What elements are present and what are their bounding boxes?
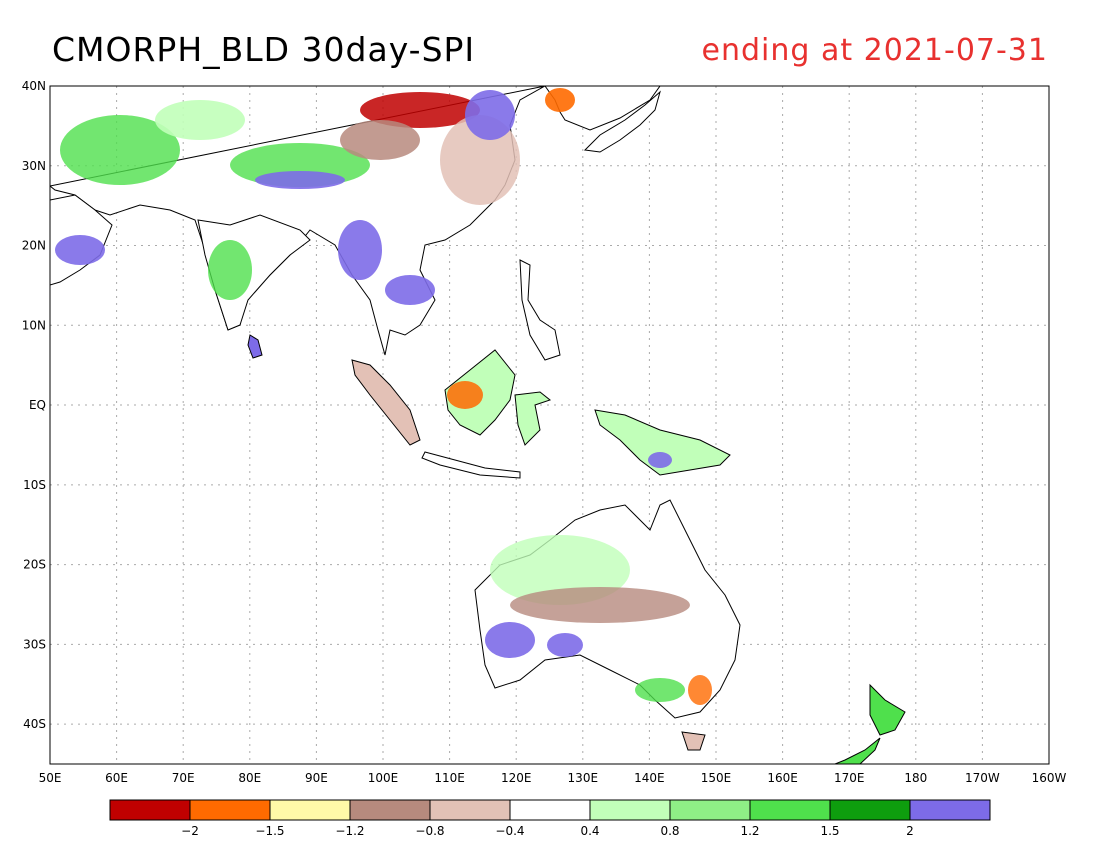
- colorbar-swatch: [269, 799, 351, 821]
- lon-tick-label: 140E: [634, 771, 665, 785]
- map-field: [50, 86, 906, 764]
- colorbar-label: 1.5: [820, 824, 839, 838]
- lon-tick-label: 160E: [767, 771, 798, 785]
- newzealand-landmass: [834, 683, 906, 764]
- lat-tick-label: 40N: [22, 79, 46, 93]
- lat-tick-label: 10N: [22, 318, 46, 332]
- newguinea-landmass: [594, 409, 731, 476]
- colorbar-label: −0.8: [415, 824, 444, 838]
- lon-tick-label: 60E: [105, 771, 128, 785]
- colorbar-label: −2: [181, 824, 199, 838]
- colorbar-label: 0.8: [660, 824, 679, 838]
- colorbar-swatch: [349, 799, 431, 821]
- map-title: CMORPH_BLD 30day-SPI: [52, 30, 476, 69]
- spi-patches: [55, 88, 712, 705]
- colorbar-label: 1.2: [740, 824, 759, 838]
- lat-tick-label: 20S: [23, 558, 46, 572]
- colorbar-swatch: [829, 799, 911, 821]
- colorbar-swatch: [189, 799, 271, 821]
- lon-tick-label: 170W: [965, 771, 1000, 785]
- lat-tick-label: 10S: [23, 478, 46, 492]
- lon-tick-label: 170E: [834, 771, 865, 785]
- java-landmass: [421, 451, 521, 479]
- lon-tick-label: 80E: [238, 771, 261, 785]
- sumatra-landmass: [351, 359, 421, 446]
- lon-tick-label: 90E: [305, 771, 328, 785]
- lon-tick-label: 130E: [568, 771, 599, 785]
- colorbar-swatch: [669, 799, 751, 821]
- lon-tick-label: 160W: [1032, 771, 1067, 785]
- colorbar-label: 2: [906, 824, 914, 838]
- japan-landmass: [583, 90, 661, 153]
- map-frame: [49, 85, 1050, 765]
- colorbar-swatch: [109, 799, 191, 821]
- lat-tick-label: 40S: [23, 717, 46, 731]
- colorbar-swatch: [509, 799, 591, 821]
- lon-tick-label: 110E: [434, 771, 465, 785]
- colorbar: −2 −1.5 −1.2 −0.8 −0.4 0.4 0.8 1.2 1.5 2: [109, 799, 991, 838]
- lon-tick-label: 50E: [39, 771, 62, 785]
- srilanka-landmass: [247, 334, 263, 359]
- lon-tick-label: 120E: [501, 771, 532, 785]
- colorbar-label: −1.5: [255, 824, 284, 838]
- lat-tick-label: 30S: [23, 637, 46, 651]
- map-subtitle: ending at 2021-07-31: [701, 33, 1048, 68]
- lon-tick-label: 180: [904, 771, 927, 785]
- colorbar-swatch: [429, 799, 511, 821]
- latitude-tick-labels: 40N 30N 20N 10N EQ 10S 20S 30S 40S: [22, 79, 46, 731]
- colorbar-label: −0.4: [495, 824, 524, 838]
- longitude-tick-labels: 50E 60E 70E 80E 90E 100E 110E 120E 130E 140E 150E 1…: [39, 771, 1067, 785]
- lat-tick-label: 20N: [22, 239, 46, 253]
- colorbar-label: 0.4: [580, 824, 599, 838]
- colorbar-swatch: [589, 799, 671, 821]
- tasmania-landmass: [681, 731, 706, 751]
- colorbar-label: −1.2: [335, 824, 364, 838]
- sulawesi-landmass: [514, 391, 552, 446]
- lon-tick-label: 100E: [368, 771, 399, 785]
- colorbar-swatch: [749, 799, 831, 821]
- lat-tick-label: 30N: [22, 159, 46, 173]
- lat-tick-label: EQ: [29, 398, 46, 412]
- colorbar-swatch: [909, 799, 991, 821]
- lon-tick-label: 150E: [701, 771, 732, 785]
- philippines-landmass: [519, 259, 561, 361]
- lon-tick-label: 70E: [172, 771, 195, 785]
